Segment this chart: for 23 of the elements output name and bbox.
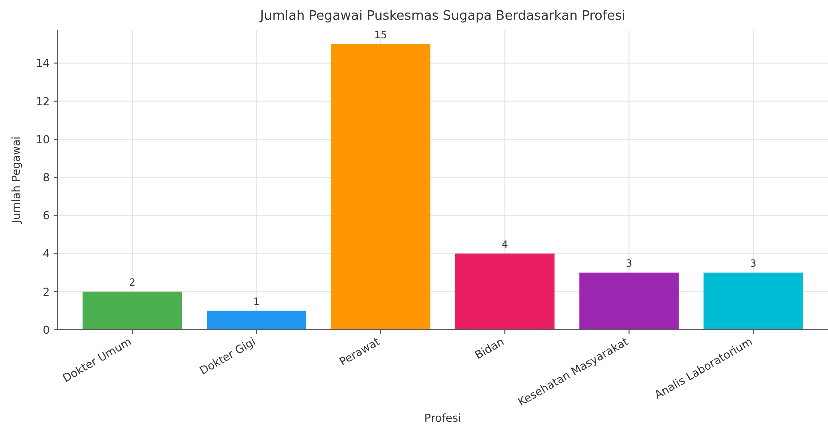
data-label: 1 (254, 296, 260, 308)
y-tick-label: 10 (36, 133, 50, 146)
y-axis-title: Jumlah Pegawai (10, 136, 23, 224)
bar (704, 272, 804, 330)
y-tick-label: 4 (43, 248, 50, 261)
y-tick-label: 14 (36, 57, 50, 70)
bar (331, 44, 431, 330)
data-label: 2 (129, 278, 136, 289)
y-tick-label: 8 (43, 171, 50, 184)
data-label: 3 (626, 258, 632, 270)
data-label: 3 (750, 258, 757, 270)
data-label: 4 (502, 240, 508, 251)
y-tick-label: 12 (36, 95, 50, 108)
chart-title: Jumlah Pegawai Puskesmas Sugapa Berdasarkan Profesi (259, 9, 626, 24)
data-label: 15 (374, 30, 388, 42)
bar (580, 272, 679, 330)
x-axis-title: Profesi (424, 412, 462, 425)
y-tick-label: 0 (43, 324, 50, 337)
bar (207, 310, 306, 330)
bar (82, 292, 182, 330)
bar (455, 254, 555, 330)
y-tick-label: 2 (43, 286, 50, 299)
y-tick-label: 6 (43, 210, 50, 223)
